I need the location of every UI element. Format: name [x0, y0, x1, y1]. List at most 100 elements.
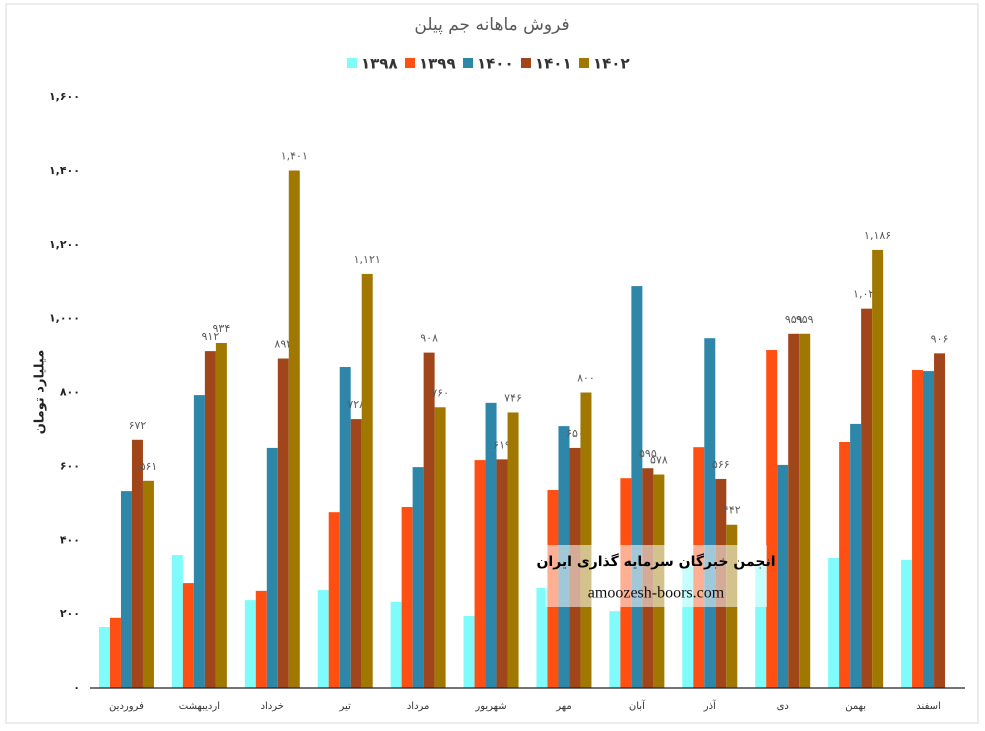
y-tick-label: ۴۰۰ — [60, 533, 80, 546]
bar — [777, 464, 789, 688]
data-label: ۷۴۶ — [504, 391, 522, 404]
bar — [755, 566, 767, 688]
bar — [839, 441, 851, 688]
bar — [390, 601, 402, 688]
y-tick-label: ۸۰۰ — [60, 386, 80, 399]
y-tick-label: ۶۰۰ — [60, 459, 80, 472]
data-label: ۹۰۸ — [420, 332, 438, 345]
bar — [912, 369, 924, 688]
data-label: ۵۷۸ — [650, 454, 668, 467]
data-label: ۸۹۲ — [274, 338, 292, 351]
data-label: ۵۶۶ — [712, 458, 730, 471]
bar — [872, 249, 884, 688]
legend-label: ۱۴۰۲ — [593, 55, 630, 73]
bar — [412, 467, 424, 688]
bar — [609, 611, 621, 688]
legend-label: ۱۳۹۸ — [361, 55, 398, 73]
legend-swatch — [521, 58, 531, 68]
bar — [288, 170, 300, 689]
data-label: ۹۵۹ — [796, 313, 814, 326]
x-tick-label: اسفند — [916, 701, 940, 712]
bar — [350, 419, 362, 688]
x-tick-label: تیر — [339, 701, 352, 712]
x-tick-label: آذر — [703, 699, 717, 712]
data-label: ۹۳۴ — [213, 322, 231, 335]
y-tick-label: ۰ — [73, 681, 80, 694]
bar — [799, 333, 811, 688]
x-tick-label: اردیبهشت — [179, 701, 220, 712]
x-tick-label: مهر — [555, 701, 571, 712]
x-tick-label: فروردین — [109, 701, 144, 712]
y-tick-label: ۱,۴۰۰ — [49, 164, 80, 177]
legend-swatch — [579, 58, 589, 68]
bar — [215, 343, 227, 688]
bar — [766, 350, 778, 688]
legend-swatch — [347, 58, 357, 68]
x-tick-label: دی — [777, 701, 789, 712]
bar — [328, 512, 340, 688]
bar — [109, 617, 121, 688]
bar — [142, 480, 154, 688]
bar — [631, 286, 643, 688]
data-label: ۹۰۶ — [931, 332, 949, 345]
bar — [496, 459, 508, 688]
bar — [901, 559, 913, 688]
y-tick-label: ۲۰۰ — [60, 607, 80, 620]
bar — [485, 402, 497, 688]
bar — [463, 615, 475, 688]
y-tick-label: ۱,۰۰۰ — [49, 312, 80, 325]
legend-swatch — [463, 58, 473, 68]
x-tick-label: خرداد — [261, 701, 284, 712]
bar — [580, 392, 592, 688]
bar — [317, 590, 329, 688]
bar — [401, 507, 413, 688]
data-label: ۹۵۹ — [785, 313, 803, 326]
y-axis-label: میلیارد تومان — [33, 350, 48, 435]
data-label: ۷۲۸ — [347, 398, 365, 411]
watermark-title: انجمن خبرگان سرمایه گذاری ایران — [536, 553, 775, 570]
bar — [536, 587, 548, 688]
bar — [171, 555, 183, 688]
bar — [244, 600, 256, 688]
bar — [339, 367, 351, 688]
bar — [361, 273, 373, 688]
data-label: ۱,۱۲۱ — [354, 253, 381, 266]
legend-label: ۱۳۹۹ — [419, 55, 456, 73]
data-label: ۴۴۲ — [723, 504, 741, 517]
y-tick-label: ۱,۶۰۰ — [49, 90, 80, 103]
x-tick-label: شهریور — [474, 701, 506, 712]
bar — [923, 371, 935, 688]
bar — [120, 491, 132, 688]
legend-swatch — [405, 58, 415, 68]
bar — [507, 412, 519, 688]
data-label: ۵۶۱ — [140, 460, 158, 473]
bar — [934, 353, 946, 688]
data-label: ۶۱۹ — [493, 438, 511, 451]
bar — [828, 557, 840, 688]
bar — [255, 590, 267, 688]
chart-title: فروش ماهانه جم پیلن — [414, 15, 569, 35]
data-label: ۵۹۵ — [639, 447, 657, 460]
bar — [266, 447, 278, 688]
bar — [788, 333, 800, 688]
data-label: ۸۰۰ — [577, 372, 595, 385]
bar — [182, 583, 194, 688]
data-label: ۷۶۰ — [431, 386, 449, 399]
bar — [704, 338, 716, 688]
bar — [98, 627, 110, 688]
bar — [850, 423, 862, 688]
legend-label: ۱۴۰۰ — [477, 55, 514, 73]
data-label: ۶۷۲ — [129, 419, 147, 432]
bar — [434, 407, 446, 688]
data-label: ۱,۴۰۱ — [281, 150, 308, 163]
data-label: ۱,۱۸۶ — [864, 229, 891, 242]
bar — [682, 566, 694, 688]
data-label: ۹۱۲ — [202, 330, 220, 343]
watermark-url: amoozesh-boors.com — [588, 585, 725, 602]
x-tick-label: بهمن — [845, 701, 866, 712]
bar — [277, 358, 289, 688]
watermark-box — [545, 545, 767, 607]
bar — [474, 460, 486, 688]
bar — [131, 439, 143, 688]
